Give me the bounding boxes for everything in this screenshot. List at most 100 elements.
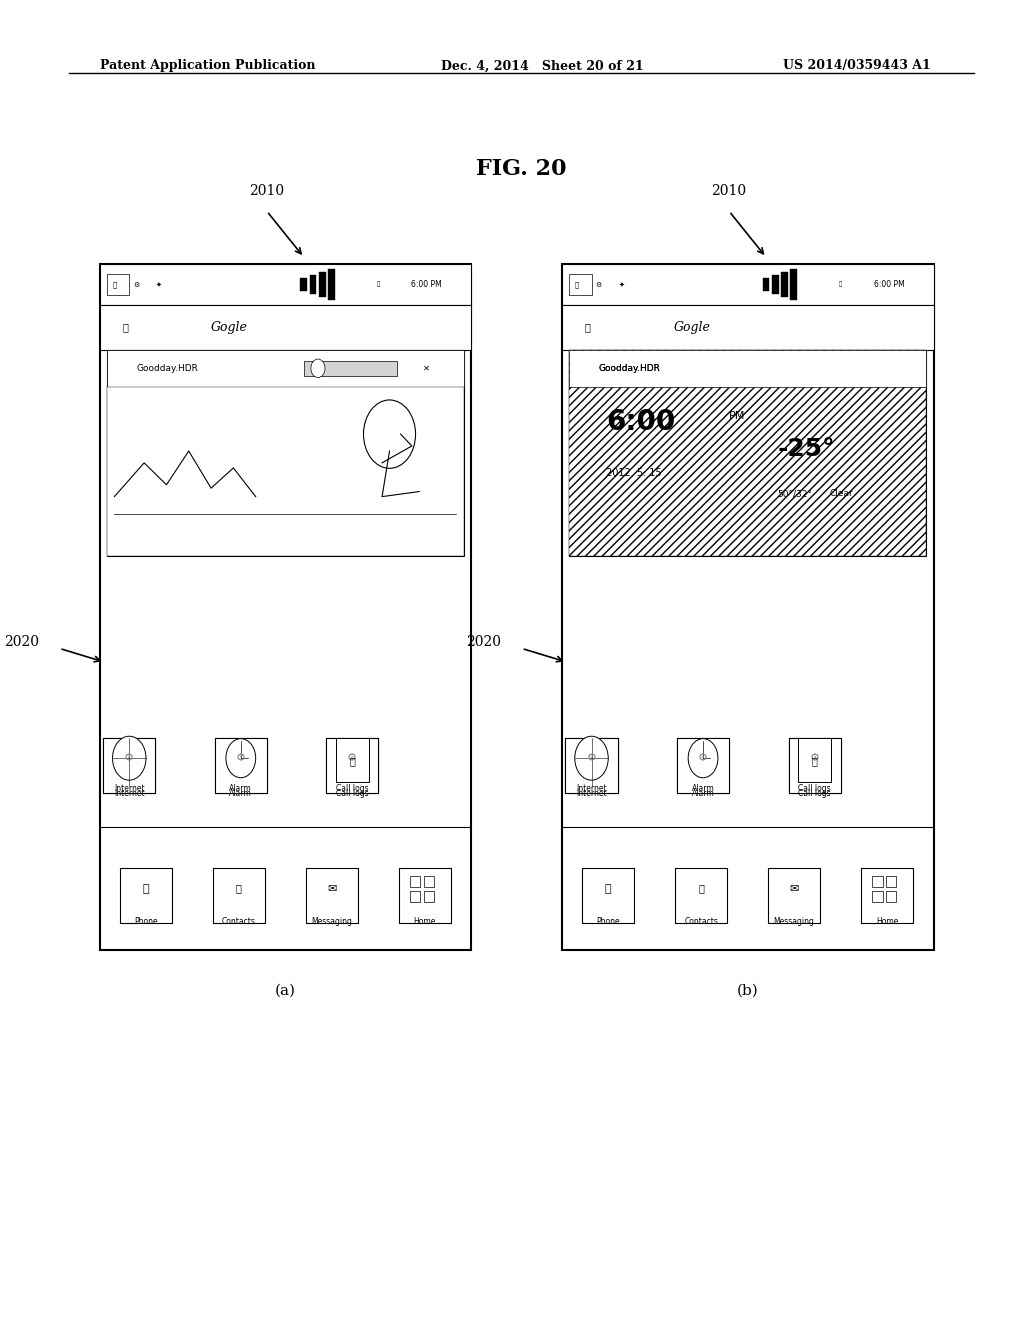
Text: Phone: Phone — [596, 917, 621, 927]
Bar — [788, 738, 841, 792]
Text: ✉: ✉ — [790, 883, 799, 894]
Text: ✉: ✉ — [328, 883, 337, 894]
Text: 2010: 2010 — [712, 183, 746, 198]
Text: Contacts: Contacts — [684, 917, 718, 927]
Text: Patent Application Publication: Patent Application Publication — [99, 59, 315, 73]
Text: Goodday.HDR: Goodday.HDR — [599, 364, 660, 372]
Bar — [562, 305, 934, 350]
Bar — [424, 875, 434, 887]
Text: 📞: 📞 — [812, 756, 817, 767]
Text: Phone: Phone — [134, 917, 158, 927]
Text: ⚙: ⚙ — [133, 281, 140, 288]
Bar — [318, 272, 326, 297]
Text: 🔍: 🔍 — [585, 322, 591, 333]
Bar — [872, 891, 883, 903]
Text: Internet: Internet — [577, 784, 607, 793]
Bar — [424, 891, 434, 903]
Bar — [306, 869, 358, 923]
Bar — [583, 869, 634, 923]
Text: (b): (b) — [737, 983, 759, 998]
Text: Alarm: Alarm — [691, 784, 715, 793]
Bar — [328, 269, 335, 300]
Text: Gogle: Gogle — [211, 321, 248, 334]
Circle shape — [311, 359, 325, 378]
Text: ⚙: ⚙ — [236, 754, 246, 763]
Bar — [309, 276, 316, 294]
Text: FIG. 20: FIG. 20 — [476, 158, 567, 181]
Bar — [675, 869, 727, 923]
Text: Call logs: Call logs — [799, 784, 830, 793]
Bar — [106, 350, 464, 387]
Bar — [569, 350, 926, 556]
Bar — [861, 869, 913, 923]
Bar — [886, 875, 896, 887]
Text: Contacts: Contacts — [222, 917, 256, 927]
Bar — [781, 272, 787, 297]
Bar — [772, 276, 778, 294]
Bar — [106, 350, 464, 556]
Bar — [569, 275, 592, 294]
Bar — [106, 387, 464, 556]
Bar — [215, 738, 267, 792]
Bar — [565, 738, 617, 792]
Text: ⚙: ⚙ — [587, 754, 597, 763]
Text: Clear: Clear — [829, 490, 853, 499]
Text: 📶: 📶 — [321, 281, 325, 288]
Text: 2020: 2020 — [4, 635, 39, 648]
Text: Internet: Internet — [577, 789, 607, 799]
Text: 2020: 2020 — [467, 635, 502, 648]
Text: 🔋: 🔋 — [377, 281, 380, 288]
Text: 📞: 📞 — [605, 883, 611, 894]
Bar — [103, 738, 156, 792]
Text: ⚙: ⚙ — [124, 754, 134, 763]
Text: Alarm: Alarm — [229, 784, 252, 793]
Circle shape — [226, 739, 256, 777]
Bar — [120, 869, 172, 923]
Text: Goodday.HDR: Goodday.HDR — [599, 364, 660, 372]
Text: ⚙: ⚙ — [698, 754, 708, 763]
Text: Alarm: Alarm — [691, 789, 715, 799]
Bar — [327, 738, 379, 792]
Text: 2010: 2010 — [249, 183, 285, 198]
Text: ✦: ✦ — [156, 281, 162, 288]
Bar — [569, 350, 926, 387]
Bar — [872, 875, 883, 887]
Text: Goodday.HDR: Goodday.HDR — [136, 364, 199, 372]
Text: -25°: -25° — [777, 437, 835, 461]
Text: Dec. 4, 2014   Sheet 20 of 21: Dec. 4, 2014 Sheet 20 of 21 — [441, 59, 644, 73]
Bar — [106, 275, 129, 294]
Text: 👤: 👤 — [698, 883, 705, 894]
Text: (a): (a) — [274, 983, 296, 998]
Bar — [565, 738, 617, 792]
Bar — [103, 738, 156, 792]
Text: ⬜: ⬜ — [574, 281, 579, 288]
Bar — [304, 360, 397, 376]
Text: ⚙: ⚙ — [347, 754, 357, 763]
Bar — [763, 279, 769, 290]
Text: 2012. 5. 15: 2012. 5. 15 — [606, 469, 662, 478]
Text: ⚙: ⚙ — [596, 281, 602, 288]
Text: Call logs: Call logs — [336, 789, 369, 799]
Text: Messaging: Messaging — [311, 917, 352, 927]
Text: 6:00 PM: 6:00 PM — [873, 280, 904, 289]
Circle shape — [364, 400, 416, 469]
Text: US 2014/0359443 A1: US 2014/0359443 A1 — [782, 59, 931, 73]
Bar — [99, 264, 471, 950]
Bar — [336, 738, 369, 783]
Text: 📞: 📞 — [142, 883, 150, 894]
Bar — [677, 738, 729, 792]
Text: Call logs: Call logs — [336, 784, 369, 793]
Text: ✦: ✦ — [618, 281, 625, 288]
Text: Internet: Internet — [114, 784, 144, 793]
Bar — [788, 738, 841, 792]
Text: 6:00: 6:00 — [606, 408, 676, 436]
Text: 👤: 👤 — [236, 883, 242, 894]
Bar — [213, 869, 265, 923]
Text: ✕: ✕ — [423, 364, 430, 372]
Bar — [99, 305, 471, 350]
Bar — [791, 269, 797, 300]
Text: 🔋: 🔋 — [839, 281, 842, 288]
Text: 📞: 📞 — [349, 756, 355, 767]
Bar — [410, 875, 421, 887]
Text: Internet: Internet — [114, 789, 144, 799]
